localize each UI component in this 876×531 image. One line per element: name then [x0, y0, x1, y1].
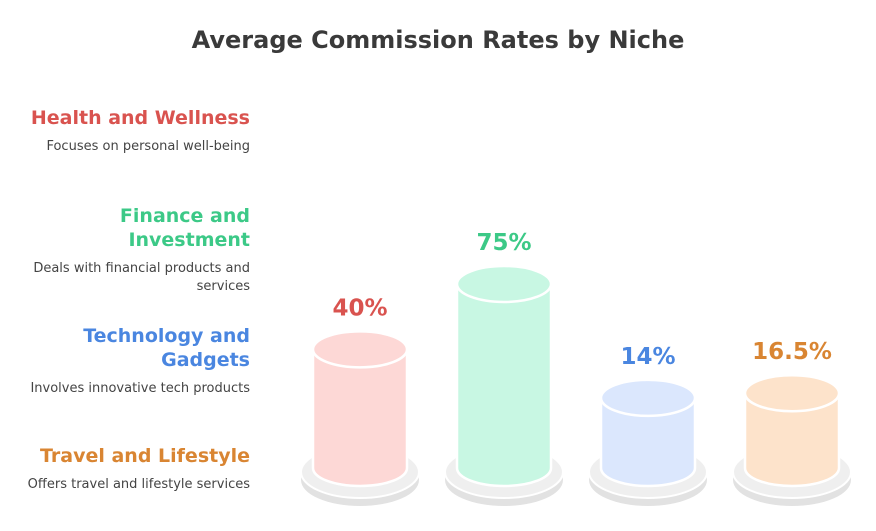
bar-body-technology: [599, 396, 697, 488]
chart-title: Average Commission Rates by Niche: [191, 26, 685, 54]
legend-name-health: Health and Wellness: [30, 107, 250, 129]
bar-technology: [588, 378, 708, 506]
value-label-technology: 14%: [620, 344, 675, 370]
legend-desc-finance: Deals with financial products and servic…: [33, 261, 250, 294]
legend-name-travel: Travel and Lifestyle: [40, 445, 250, 467]
legend-name-technology: Technology and Gadgets: [83, 325, 250, 371]
legend-item-health: Health and Wellness Focuses on personal …: [20, 106, 250, 156]
bar-top-technology: [599, 378, 697, 418]
legend-item-finance: Finance and Investment Deals with financ…: [20, 204, 250, 296]
legend-item-technology: Technology and Gadgets Involves innovati…: [20, 324, 250, 398]
bar-travel: [732, 373, 852, 506]
value-label-travel: 16.5%: [752, 339, 832, 365]
bar-body-finance: [455, 282, 553, 488]
legend-name-finance: Finance and Investment: [119, 205, 250, 251]
value-label-finance: 75%: [476, 230, 531, 256]
bar-finance: [444, 264, 564, 506]
bar-body-health: [311, 348, 409, 488]
bar-top-health: [311, 330, 409, 369]
legend-item-travel: Travel and Lifestyle Offers travel and l…: [20, 444, 250, 494]
bar-top-travel: [743, 373, 841, 413]
bar-body-travel: [743, 391, 841, 488]
legend-desc-technology: Involves innovative tech products: [30, 381, 250, 396]
bar-top-finance: [455, 264, 553, 304]
value-label-health: 40%: [332, 295, 387, 321]
legend-desc-health: Focuses on personal well-being: [46, 139, 250, 154]
bar-health: [300, 330, 420, 506]
legend-desc-travel: Offers travel and lifestyle services: [27, 477, 250, 492]
